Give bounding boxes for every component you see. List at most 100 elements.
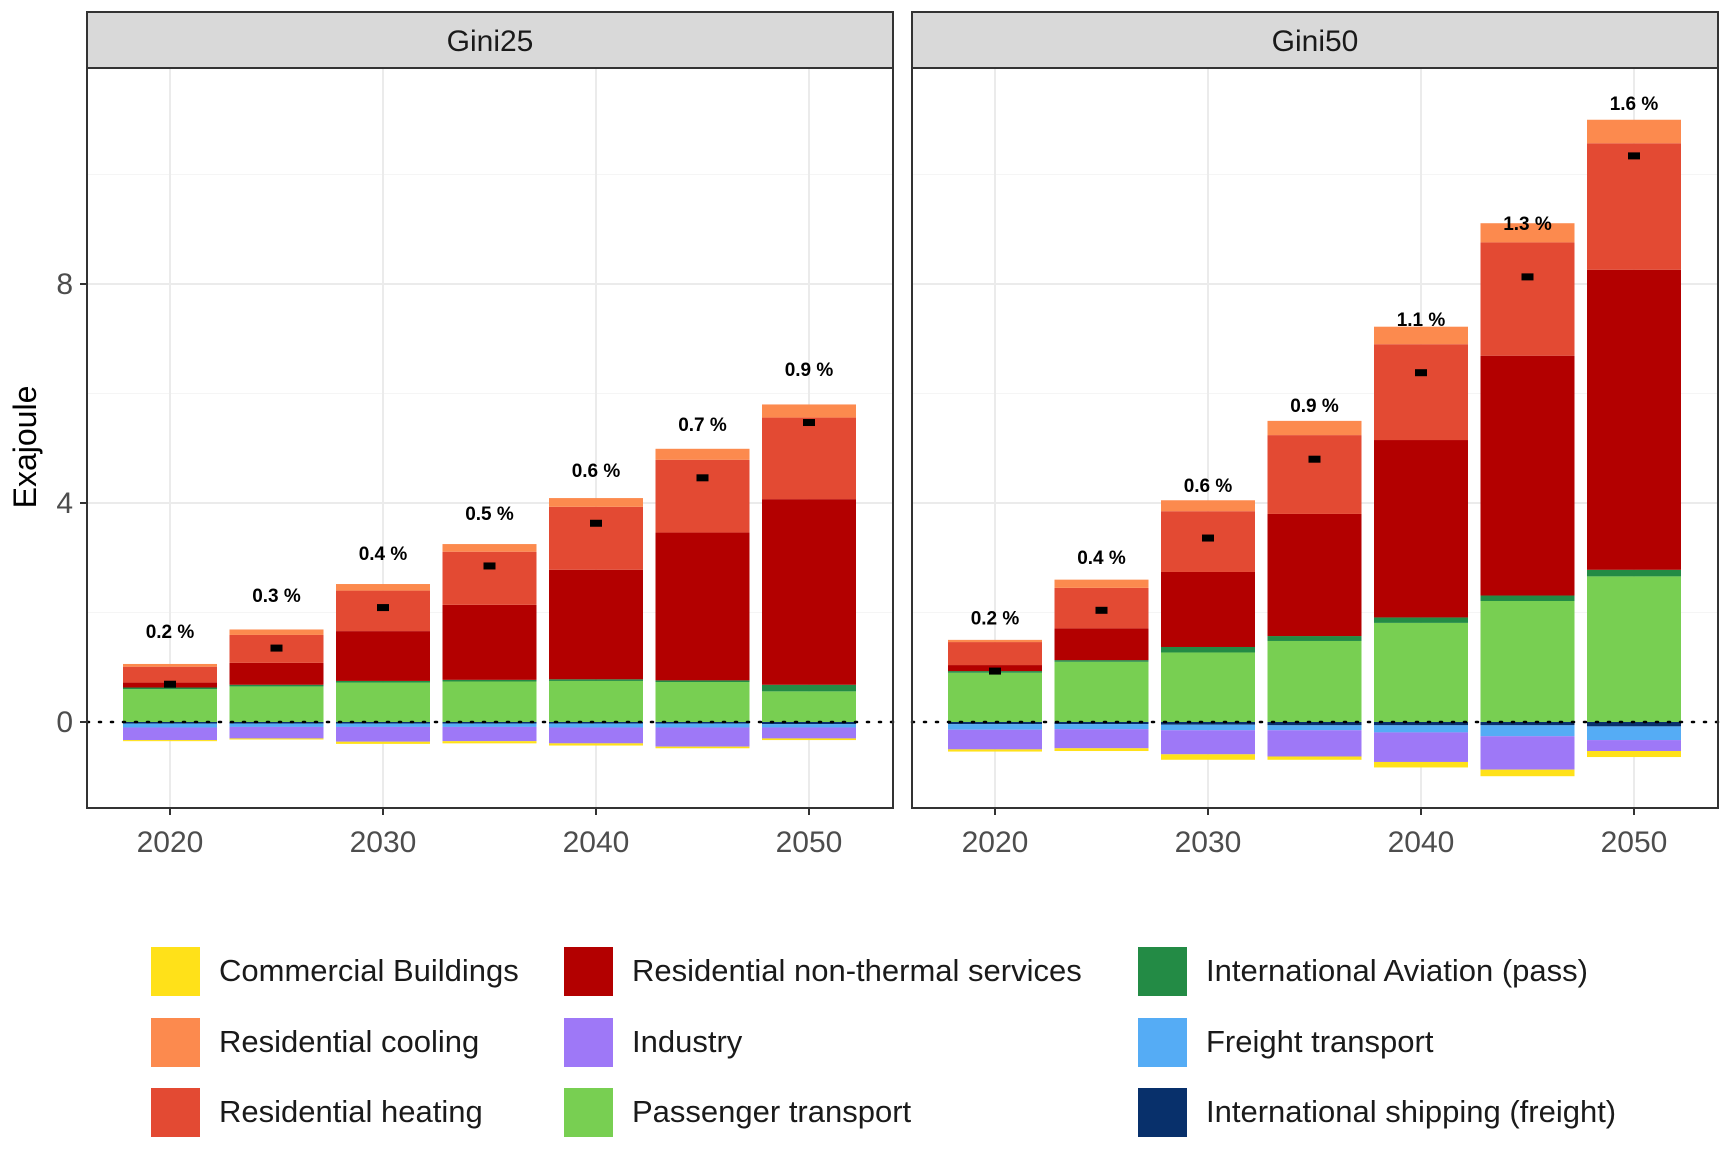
legend-label: Commercial Buildings [219,953,519,988]
legend-item-commercial-buildings: Commercial Buildings [151,946,519,996]
bar-segment-residential-heating [1374,344,1468,441]
bar-segment-passenger-transport [1374,622,1468,722]
bar-segment-passenger-transport [336,682,430,722]
legend-item-international-shipping: International shipping (freight) [1138,1087,1616,1137]
net-total-marker [989,667,1001,675]
legend-item-residential-cooling: Residential cooling [151,1017,479,1067]
net-total-marker [1308,455,1321,463]
bar-segment-residential-non-thermal-services [1480,355,1575,596]
bar-segment-residential-non-thermal-services [1054,628,1149,661]
percent-label: 0.3 % [252,586,301,607]
bar-segment-residential-heating [762,417,856,500]
bar-segment-commercial-buildings [442,741,537,744]
bar-segment-passenger-transport [1054,661,1149,722]
legend-item-international-aviation: International Aviation (pass) [1138,946,1588,996]
bar-segment-residential-non-thermal-services [229,662,324,685]
bar-segment-passenger-transport [948,672,1042,722]
bar-segment-residential-cooling [1267,420,1362,436]
bar-segment-freight-transport [1587,726,1681,741]
x-tick-label: 2040 [1388,826,1455,859]
bar-segment-industry [1480,736,1575,770]
y-tick-label: 8 [56,268,73,301]
y-tick-label: 4 [56,487,73,520]
bar-group-2020: 0.2 % [123,622,217,742]
bar-segment-industry [229,726,324,739]
bar-segment-residential-heating [1480,242,1575,356]
bar-segment-residential-cooling [229,629,324,635]
bar-group-2035: 0.5 % [442,504,537,744]
bar-segment-industry [1374,732,1468,762]
bar-segment-freight-transport [549,723,643,728]
bar-segment-passenger-transport [1267,640,1362,722]
bar-segment-freight-transport [1267,725,1362,731]
bar-segment-international-aviation-pass [549,679,643,681]
percent-label: 1.6 % [1610,94,1659,115]
legend-item-industry: Industry [564,1017,742,1067]
bar-group-2050: 0.9 % [762,360,856,741]
bar-segment-international-shipping-freight [1480,722,1575,726]
legend-swatch [564,1087,613,1137]
bar-segment-residential-cooling [1587,119,1681,144]
percent-label: 0.6 % [572,461,621,482]
bar-segment-international-aviation-pass [762,684,856,692]
bar-segment-passenger-transport [229,686,324,722]
facet-title: Gini50 [1272,25,1359,58]
bar-segment-industry [1054,729,1149,749]
bar-segment-residential-heating [1587,143,1681,270]
y-tick-label: 0 [56,706,73,739]
bar-segment-international-shipping-freight [1587,722,1681,727]
bar-segment-freight-transport [762,724,856,728]
bar-segment-industry [1267,730,1362,757]
bar-segment-residential-non-thermal-services [655,532,750,681]
bar-segment-passenger-transport [123,689,217,722]
percent-label: 1.3 % [1503,214,1552,235]
bar-segment-international-aviation-pass [229,684,324,687]
bar-segment-residential-heating [123,666,217,683]
legend-item-passenger-transport: Passenger transport [564,1087,911,1137]
net-total-marker [483,562,496,570]
legend-swatch [1138,946,1187,996]
bar-segment-freight-transport [1374,725,1468,733]
bar-segment-freight-transport [1054,724,1149,730]
bar-segment-industry [336,726,430,742]
percent-label: 0.2 % [971,608,1020,629]
percent-label: 0.5 % [465,504,514,525]
bar-segment-passenger-transport [549,680,643,722]
bar-segment-international-aviation-pass [1374,617,1468,623]
bar-segment-residential-cooling [336,584,430,591]
net-total-marker [377,604,389,612]
bar-segment-residential-heating [442,551,537,605]
bar-segment-residential-heating [1267,435,1362,514]
bar-segment-international-shipping-freight [1161,722,1255,725]
legend-swatch [564,946,613,996]
legend-item-residential-non-thermal-services: Residential non-thermal services [564,946,1082,996]
bar-segment-residential-cooling [442,544,537,552]
net-total-marker [696,474,709,482]
bar-group-2035: 0.9 % [1267,396,1362,760]
net-total-marker [1521,273,1534,281]
bar-segment-international-shipping-freight [948,722,1042,725]
bar-segment-residential-non-thermal-services [1587,269,1681,570]
percent-label: 0.4 % [1077,548,1126,569]
facet-title: Gini25 [447,25,534,58]
net-total-marker [590,519,602,527]
bar-segment-passenger-transport [655,682,750,722]
bar-segment-international-shipping-freight [655,722,750,724]
bar-segment-residential-non-thermal-services [1267,513,1362,637]
bar-segment-commercial-buildings [762,738,856,741]
bar-segment-freight-transport [442,723,537,727]
bar-segment-international-aviation-pass [1161,646,1255,653]
net-total-marker [270,644,283,652]
bar-group-2040: 1.1 % [1374,310,1468,768]
percent-label: 0.9 % [785,360,834,381]
bar-segment-international-shipping-freight [229,722,324,724]
bar-segment-residential-cooling [762,404,856,418]
net-total-marker [803,419,815,427]
legend-label: Passenger transport [632,1094,912,1129]
bar-segment-commercial-buildings [1054,748,1149,752]
percent-label: 0.6 % [1184,476,1233,497]
bar-segment-industry [1161,730,1255,755]
facet-strip [86,11,894,69]
bar-segment-passenger-transport [1480,601,1575,722]
